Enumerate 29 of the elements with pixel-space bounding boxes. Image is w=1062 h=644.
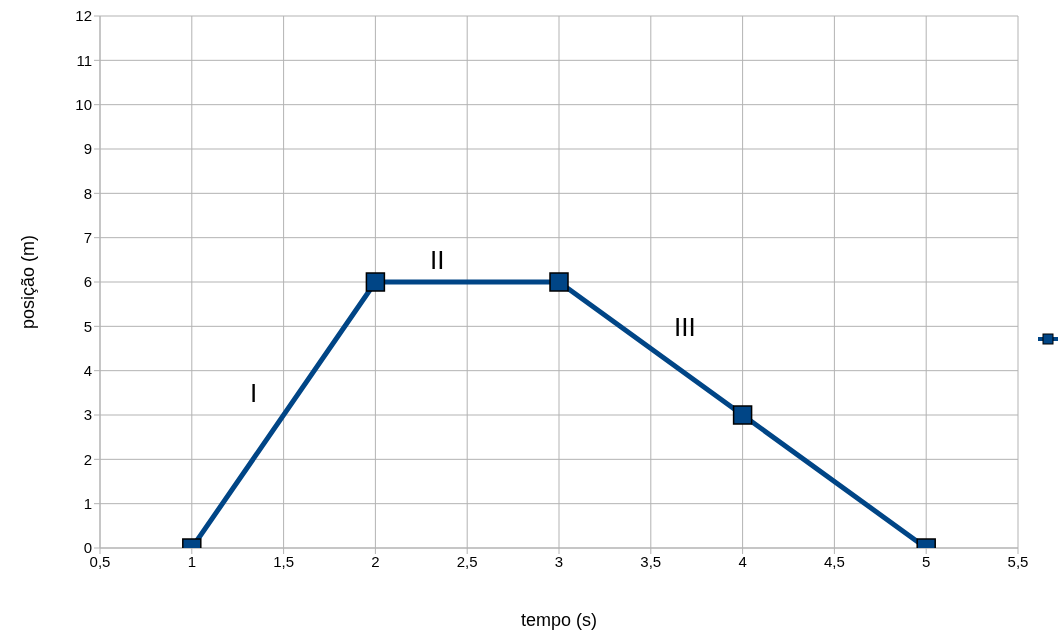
y-tick-label: 12: [75, 7, 92, 25]
y-tick-label: 9: [83, 140, 92, 158]
y-tick-label: 2: [83, 450, 92, 468]
x-tick-label: 5,5: [1007, 552, 1029, 570]
annotation: I: [249, 378, 258, 409]
x-tick-label: 2,5: [456, 552, 478, 570]
x-tick-label: 2: [371, 552, 380, 570]
y-tick-label: 11: [76, 51, 92, 69]
y-tick-label: 3: [83, 406, 92, 424]
y-tick-label: 5: [83, 317, 92, 335]
y-tick-label: 8: [83, 184, 92, 202]
y-axis-title: posição (m): [18, 234, 39, 330]
x-tick-label: 1: [187, 552, 196, 570]
x-tick-label: 5: [922, 552, 931, 570]
annotation: II: [429, 245, 445, 276]
x-tick-label: 0,5: [89, 552, 111, 570]
x-tick-label: 3: [554, 552, 564, 570]
y-tick-label: 4: [83, 361, 92, 379]
x-tick-label: 1,5: [273, 552, 295, 570]
y-tick-label: 6: [83, 273, 92, 291]
x-tick-label: 4: [738, 552, 747, 570]
x-axis-title: tempo (s): [520, 610, 598, 630]
y-tick-label: 1: [83, 494, 92, 512]
y-tick-label: 10: [75, 95, 92, 113]
y-tick-label: 0: [83, 539, 92, 557]
x-tick-label: 4,5: [823, 552, 845, 570]
annotation: III: [673, 311, 696, 342]
y-tick-label: 7: [83, 228, 92, 246]
x-tick-label: 3,5: [640, 552, 662, 570]
